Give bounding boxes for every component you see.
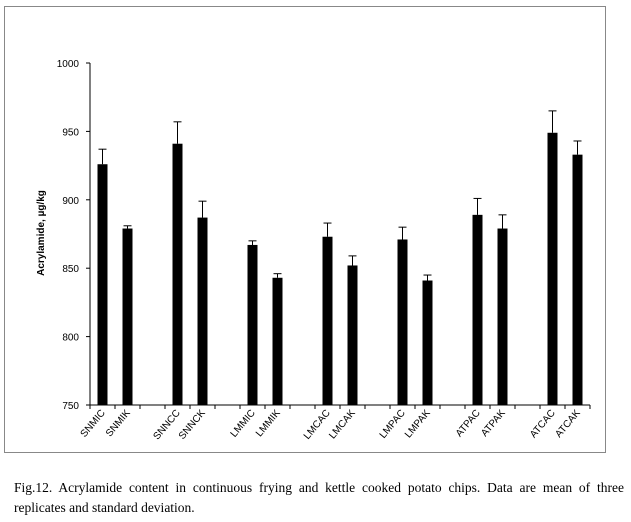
chart-frame [4, 6, 606, 453]
y-tick-label: 950 [62, 127, 79, 138]
bar-lmpak [422, 280, 433, 405]
y-tick-label: 800 [62, 333, 79, 344]
category-label-atcac: ATCAC [528, 408, 558, 440]
bar-snmik [122, 228, 133, 405]
bar-lmcak [347, 265, 358, 405]
bar-snmic [97, 164, 108, 405]
category-label-snmic: SNMIC [79, 408, 108, 440]
bar-snncc [172, 143, 183, 405]
category-label-lmpak: LMPAK [403, 408, 433, 441]
figure-caption: Fig.12. Acrylamide content in continuous… [14, 480, 624, 515]
x-ticks [89, 405, 591, 409]
y-tick-label: 900 [62, 196, 79, 207]
category-label-atpac: ATPAC [454, 408, 483, 439]
category-label-lmcac: LMCAC [302, 408, 333, 442]
y-tick-label: 850 [62, 264, 79, 275]
category-label-atcak: ATCAK [553, 408, 583, 440]
category-label-lmpac: LMPAC [378, 408, 408, 441]
bar-lmmik [272, 277, 283, 405]
y-axis-title: Acrylamide, µg/kg [36, 190, 47, 276]
y-tick-label: 1000 [57, 59, 80, 70]
y-ticks: 750 800 850 900 950 1000 [57, 59, 90, 412]
bar-atcac [547, 132, 558, 405]
bar-chart: Acrylamide, µg/kg 750 800 850 900 950 1000 SN… [36, 59, 591, 443]
category-label-lmmic: LMMIC [229, 408, 258, 440]
bars [97, 132, 583, 405]
category-label-lmmik: LMMIK [254, 408, 283, 440]
bar-lmmic [247, 244, 258, 405]
bar-atcak [572, 154, 583, 405]
category-label-lmcak: LMCAK [327, 408, 358, 442]
category-label-atpak: ATPAK [479, 408, 508, 439]
bar-lmcac [322, 236, 333, 405]
bar-atpac [472, 214, 483, 405]
bar-snnck [197, 217, 208, 405]
error-bars [98, 110, 582, 281]
bar-atpak [497, 228, 508, 405]
category-label-snmik: SNMIK [104, 408, 133, 440]
category-label-snncc: SNNCC [152, 408, 183, 442]
y-tick-label: 750 [62, 401, 79, 412]
category-label-snnck: SNNCK [177, 408, 208, 442]
bar-lmpac [397, 239, 408, 405]
